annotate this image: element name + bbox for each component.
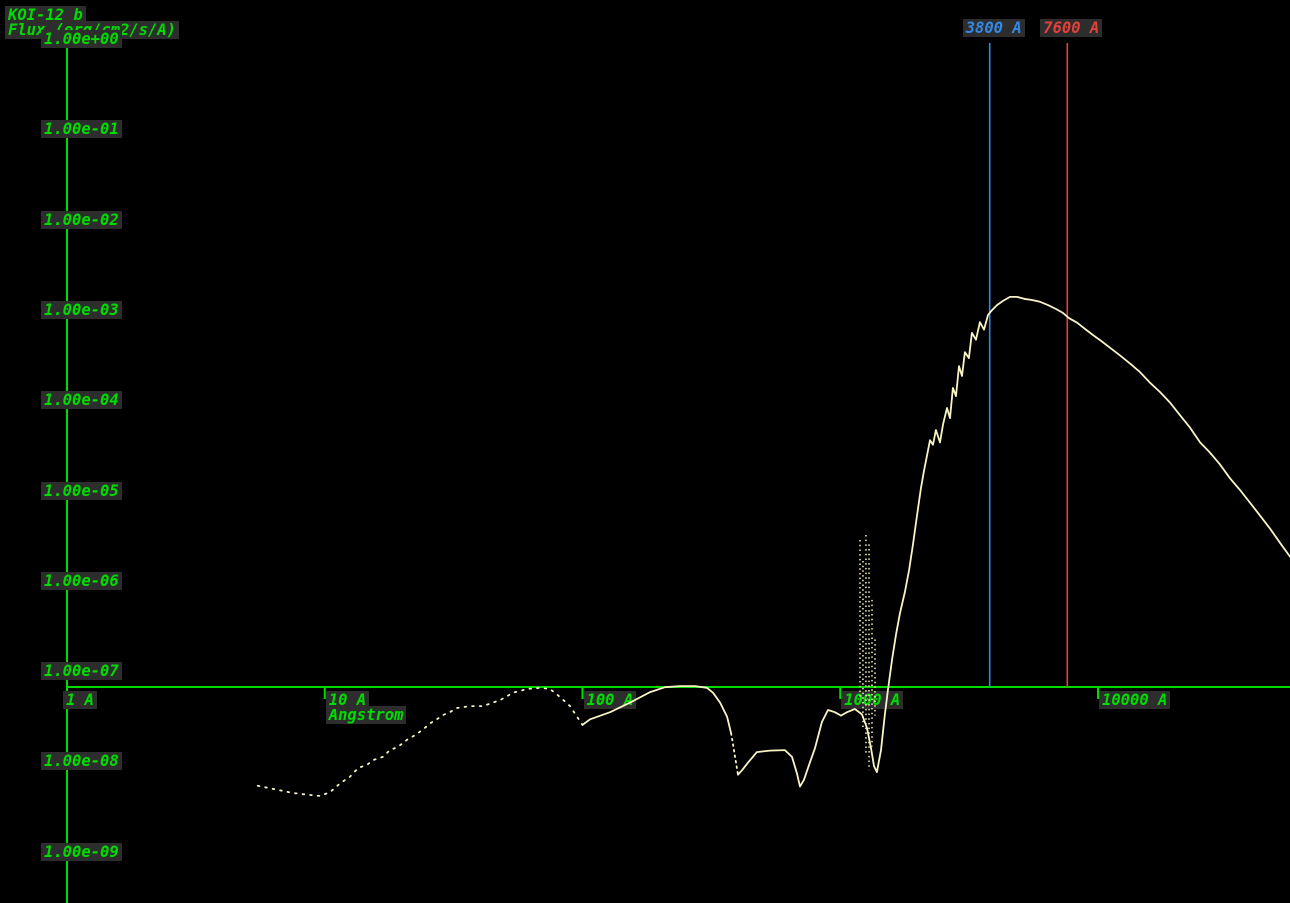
- plot-title: KOI-12 b: [5, 6, 86, 24]
- y-tick-label: 1.00e-08: [41, 752, 122, 771]
- ref-line-label-3800: 3800 A: [962, 19, 1025, 37]
- y-tick-label: 1.00e-06: [41, 571, 122, 590]
- ref-line-label-7600: 7600 A: [1040, 19, 1103, 37]
- x-tick-label: 10000 A: [1099, 691, 1171, 709]
- x-tick-label: 1000 A: [841, 691, 904, 709]
- y-tick-label: 1.00e-09: [41, 842, 122, 861]
- x-tick-label: 100 A: [583, 691, 637, 709]
- y-tick-label: 1.00e-01: [41, 120, 122, 139]
- y-tick-label: 1.00e-02: [41, 210, 122, 229]
- y-tick-label: 1.00e-03: [41, 300, 122, 319]
- y-tick-label: 1.00e-04: [41, 391, 122, 410]
- y-tick-label: 1.00e-07: [41, 662, 122, 681]
- y-tick-label: 1.00e+00: [41, 30, 122, 48]
- y-tick-label: 1.00e-05: [41, 481, 122, 500]
- x-tick-label: 1 A: [63, 691, 97, 709]
- x-tick-label: 10 A: [325, 691, 370, 709]
